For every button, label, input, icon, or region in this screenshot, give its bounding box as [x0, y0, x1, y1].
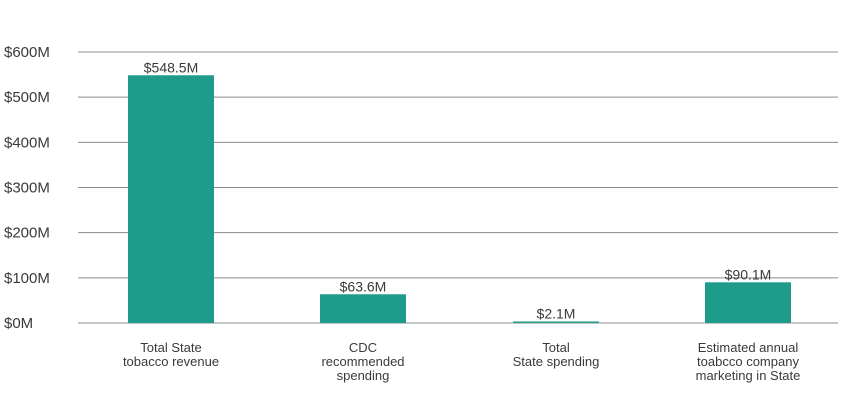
bar [705, 282, 791, 323]
y-tick-label: $600M [4, 44, 50, 61]
bar [128, 75, 214, 323]
bar [320, 294, 406, 323]
category-label-line: marketing in State [696, 368, 801, 383]
category-label-line: State spending [513, 354, 600, 369]
y-tick-label: $0M [4, 315, 33, 332]
category-label: Total State tobacco revenue [123, 340, 219, 369]
data-label: $2.1M [537, 306, 576, 322]
data-labels: $548.5M $63.6M $2.1M $90.1M [144, 59, 772, 321]
bars [128, 75, 791, 323]
data-label: $548.5M [144, 59, 198, 75]
category-label: CDC recommended spending [321, 340, 404, 383]
category-label-line: tobacco revenue [123, 354, 219, 369]
category-label: Total State spending [513, 340, 600, 369]
y-tick-label: $300M [4, 180, 50, 197]
category-label: Estimated annual toabcco company marketing… [696, 340, 801, 383]
data-label: $90.1M [725, 266, 772, 282]
y-axis-ticks: $0M $100M $200M $300M $400M $500M $600M [4, 44, 50, 332]
bar [513, 321, 599, 323]
category-label-line: Total [542, 340, 570, 355]
y-tick-label: $400M [4, 134, 50, 151]
category-label-line: recommended [321, 354, 404, 369]
category-label-line: Estimated annual [698, 340, 799, 355]
category-label-line: spending [337, 368, 390, 383]
category-label-line: CDC [349, 340, 377, 355]
data-label: $63.6M [340, 278, 387, 294]
y-tick-label: $500M [4, 89, 50, 106]
y-tick-label: $200M [4, 225, 50, 242]
category-label-line: Total State [140, 340, 201, 355]
category-labels: Total State tobacco revenue CDC recommended… [123, 340, 800, 383]
category-label-line: toabcco company [697, 354, 799, 369]
y-tick-label: $100M [4, 270, 50, 287]
